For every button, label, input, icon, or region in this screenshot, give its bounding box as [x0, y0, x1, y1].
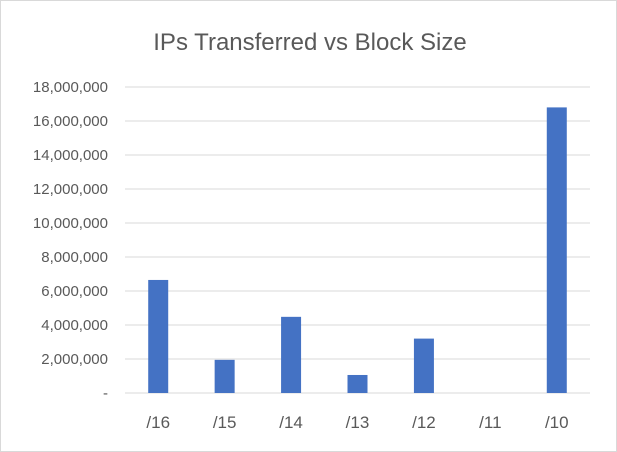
y-axis-tick-labels: - 2,000,000 4,000,000 6,000,000 8,000,000 10,… — [33, 79, 108, 402]
y-tick-label: 10,000,000 — [33, 215, 108, 232]
bar-slash-12 — [413, 338, 434, 393]
x-axis-category-labels: /16/15/14/13/12/11/10 — [146, 413, 568, 432]
y-tick-label: 2,000,000 — [41, 351, 108, 368]
x-category-label: /15 — [213, 413, 237, 432]
y-tick-label: 12,000,000 — [33, 181, 108, 198]
gridlines — [125, 86, 590, 394]
x-category-label: /11 — [479, 413, 501, 432]
x-category-label: /13 — [346, 413, 370, 432]
bar-slash-16 — [148, 279, 169, 393]
y-tick-label: 16,000,000 — [33, 113, 108, 130]
y-tick-label: - — [103, 385, 108, 402]
x-category-label: /14 — [279, 413, 303, 432]
bars — [148, 107, 567, 394]
y-tick-label: 8,000,000 — [41, 249, 108, 266]
y-tick-label: 14,000,000 — [33, 147, 108, 164]
chart-title: IPs Transferred vs Block Size — [153, 29, 466, 56]
y-tick-label: 4,000,000 — [41, 317, 108, 334]
bar-slash-15 — [214, 359, 235, 393]
bar-slash-14 — [281, 316, 302, 393]
bar-slash-13 — [347, 374, 368, 393]
x-category-label: /12 — [412, 413, 436, 432]
y-tick-label: 6,000,000 — [41, 283, 108, 300]
x-category-label: /10 — [545, 413, 569, 432]
y-tick-label: 18,000,000 — [33, 79, 108, 96]
x-category-label: /16 — [146, 413, 170, 432]
bar-slash-10 — [546, 107, 567, 394]
